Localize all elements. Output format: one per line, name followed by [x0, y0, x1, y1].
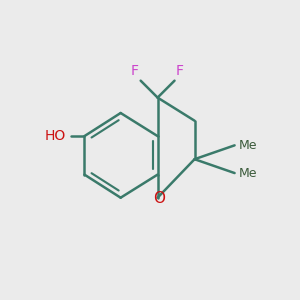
Text: Me: Me: [238, 167, 257, 180]
Text: F: F: [131, 64, 139, 78]
Text: F: F: [176, 64, 184, 78]
Text: Me: Me: [238, 139, 257, 152]
Text: HO: HO: [45, 129, 66, 143]
Text: O: O: [153, 191, 165, 206]
